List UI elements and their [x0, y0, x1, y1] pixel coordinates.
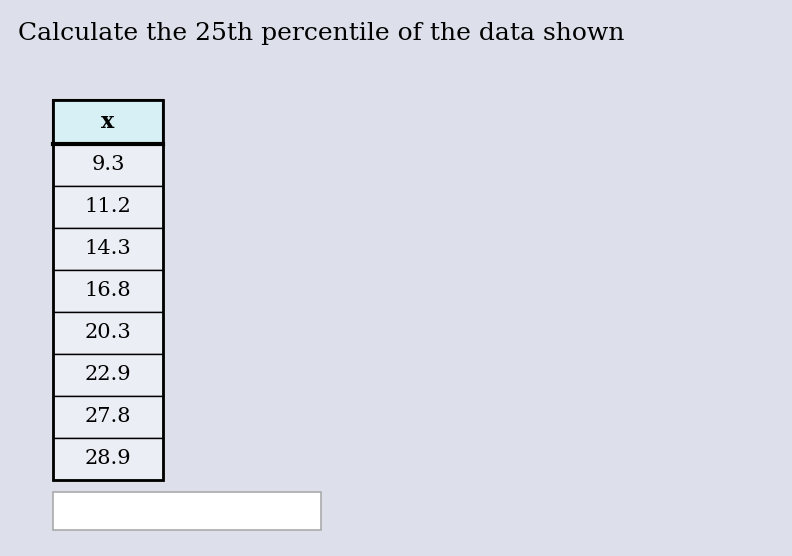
Bar [53, 228, 163, 270]
Text: 11.2: 11.2 [85, 197, 131, 216]
Text: 28.9: 28.9 [85, 449, 131, 469]
Bar [53, 100, 163, 144]
Bar [53, 354, 163, 396]
Bar [53, 144, 163, 186]
Bar [53, 396, 163, 438]
Bar [53, 312, 163, 354]
Text: 20.3: 20.3 [85, 324, 131, 342]
Bar [53, 492, 321, 530]
Bar [53, 186, 163, 228]
Text: 9.3: 9.3 [91, 156, 125, 175]
Text: 16.8: 16.8 [85, 281, 131, 300]
Text: x: x [101, 111, 115, 133]
Text: 14.3: 14.3 [85, 240, 131, 259]
Text: 22.9: 22.9 [85, 365, 131, 385]
Text: Calculate the 25th percentile of the data shown: Calculate the 25th percentile of the dat… [18, 22, 625, 45]
Bar [53, 270, 163, 312]
Text: 27.8: 27.8 [85, 408, 131, 426]
Bar [53, 438, 163, 480]
Bar [53, 100, 163, 480]
